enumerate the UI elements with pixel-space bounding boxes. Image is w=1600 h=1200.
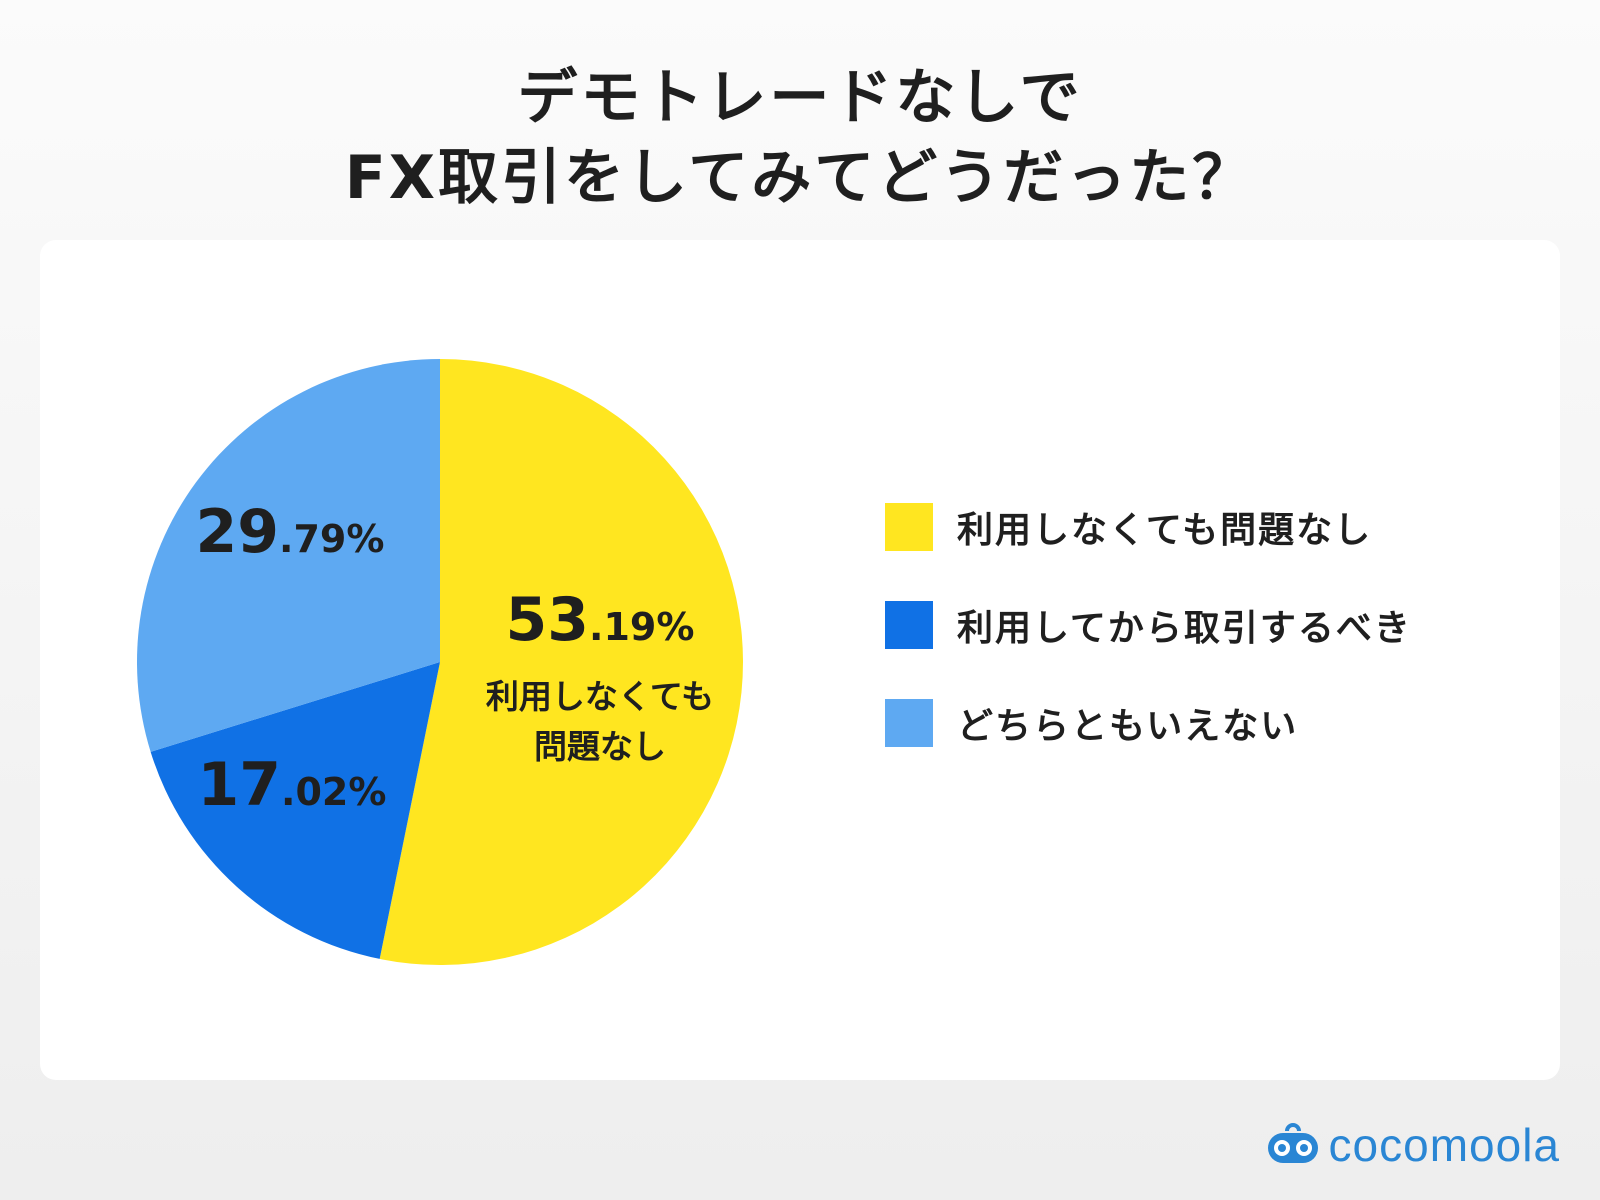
legend-item-1: 利用してから取引するべき	[885, 600, 1412, 650]
chart-title-line2: FX取引をしてみてどうだった？	[344, 143, 1256, 213]
chart-title-line1: デモトレードなしで	[517, 63, 1083, 133]
logo-text: cocomoola	[1328, 1119, 1560, 1171]
legend-label-2: どちらともいえない	[957, 706, 1299, 747]
cocomoola-logo-icon	[1267, 1123, 1318, 1163]
legend-label-1: 利用してから取引するべき	[957, 608, 1412, 649]
pie-slice-1	[150, 662, 440, 959]
slice-category-label-0-1: 問題なし	[534, 727, 666, 766]
pie-chart: 53.19% 利用しなくても問題なし 17.02% 29.79%	[136, 359, 744, 965]
legend: 利用しなくても問題なし 利用してから取引するべき どちらともいえない	[885, 502, 1412, 796]
slice-value-label-0: 53.19%	[506, 585, 695, 655]
slice-category-label-0-0: 利用しなくても	[486, 677, 714, 716]
chart-card: 53.19% 利用しなくても 問題なし 17.02% 29.79% 利用しなくても問題な…	[40, 240, 1560, 1080]
pie-slice-0	[379, 359, 744, 965]
legend-label-0: 利用しなくても問題なし	[957, 510, 1373, 551]
legend-swatch-2	[885, 699, 933, 747]
legend-item-2: どちらともいえない	[885, 698, 1412, 748]
legend-swatch-1	[885, 601, 933, 649]
legend-swatch-0	[885, 503, 933, 551]
brand-logo: cocomoola	[1265, 1118, 1560, 1172]
pie-slice-2	[136, 359, 440, 752]
legend-item-0: 利用しなくても問題なし	[885, 502, 1412, 552]
chart-title: デモトレードなしで FX取引をしてみてどうだった？	[0, 58, 1600, 218]
slice-value-label-2: 29.79%	[196, 497, 385, 567]
slice-value-label-1: 17.02%	[198, 750, 387, 820]
